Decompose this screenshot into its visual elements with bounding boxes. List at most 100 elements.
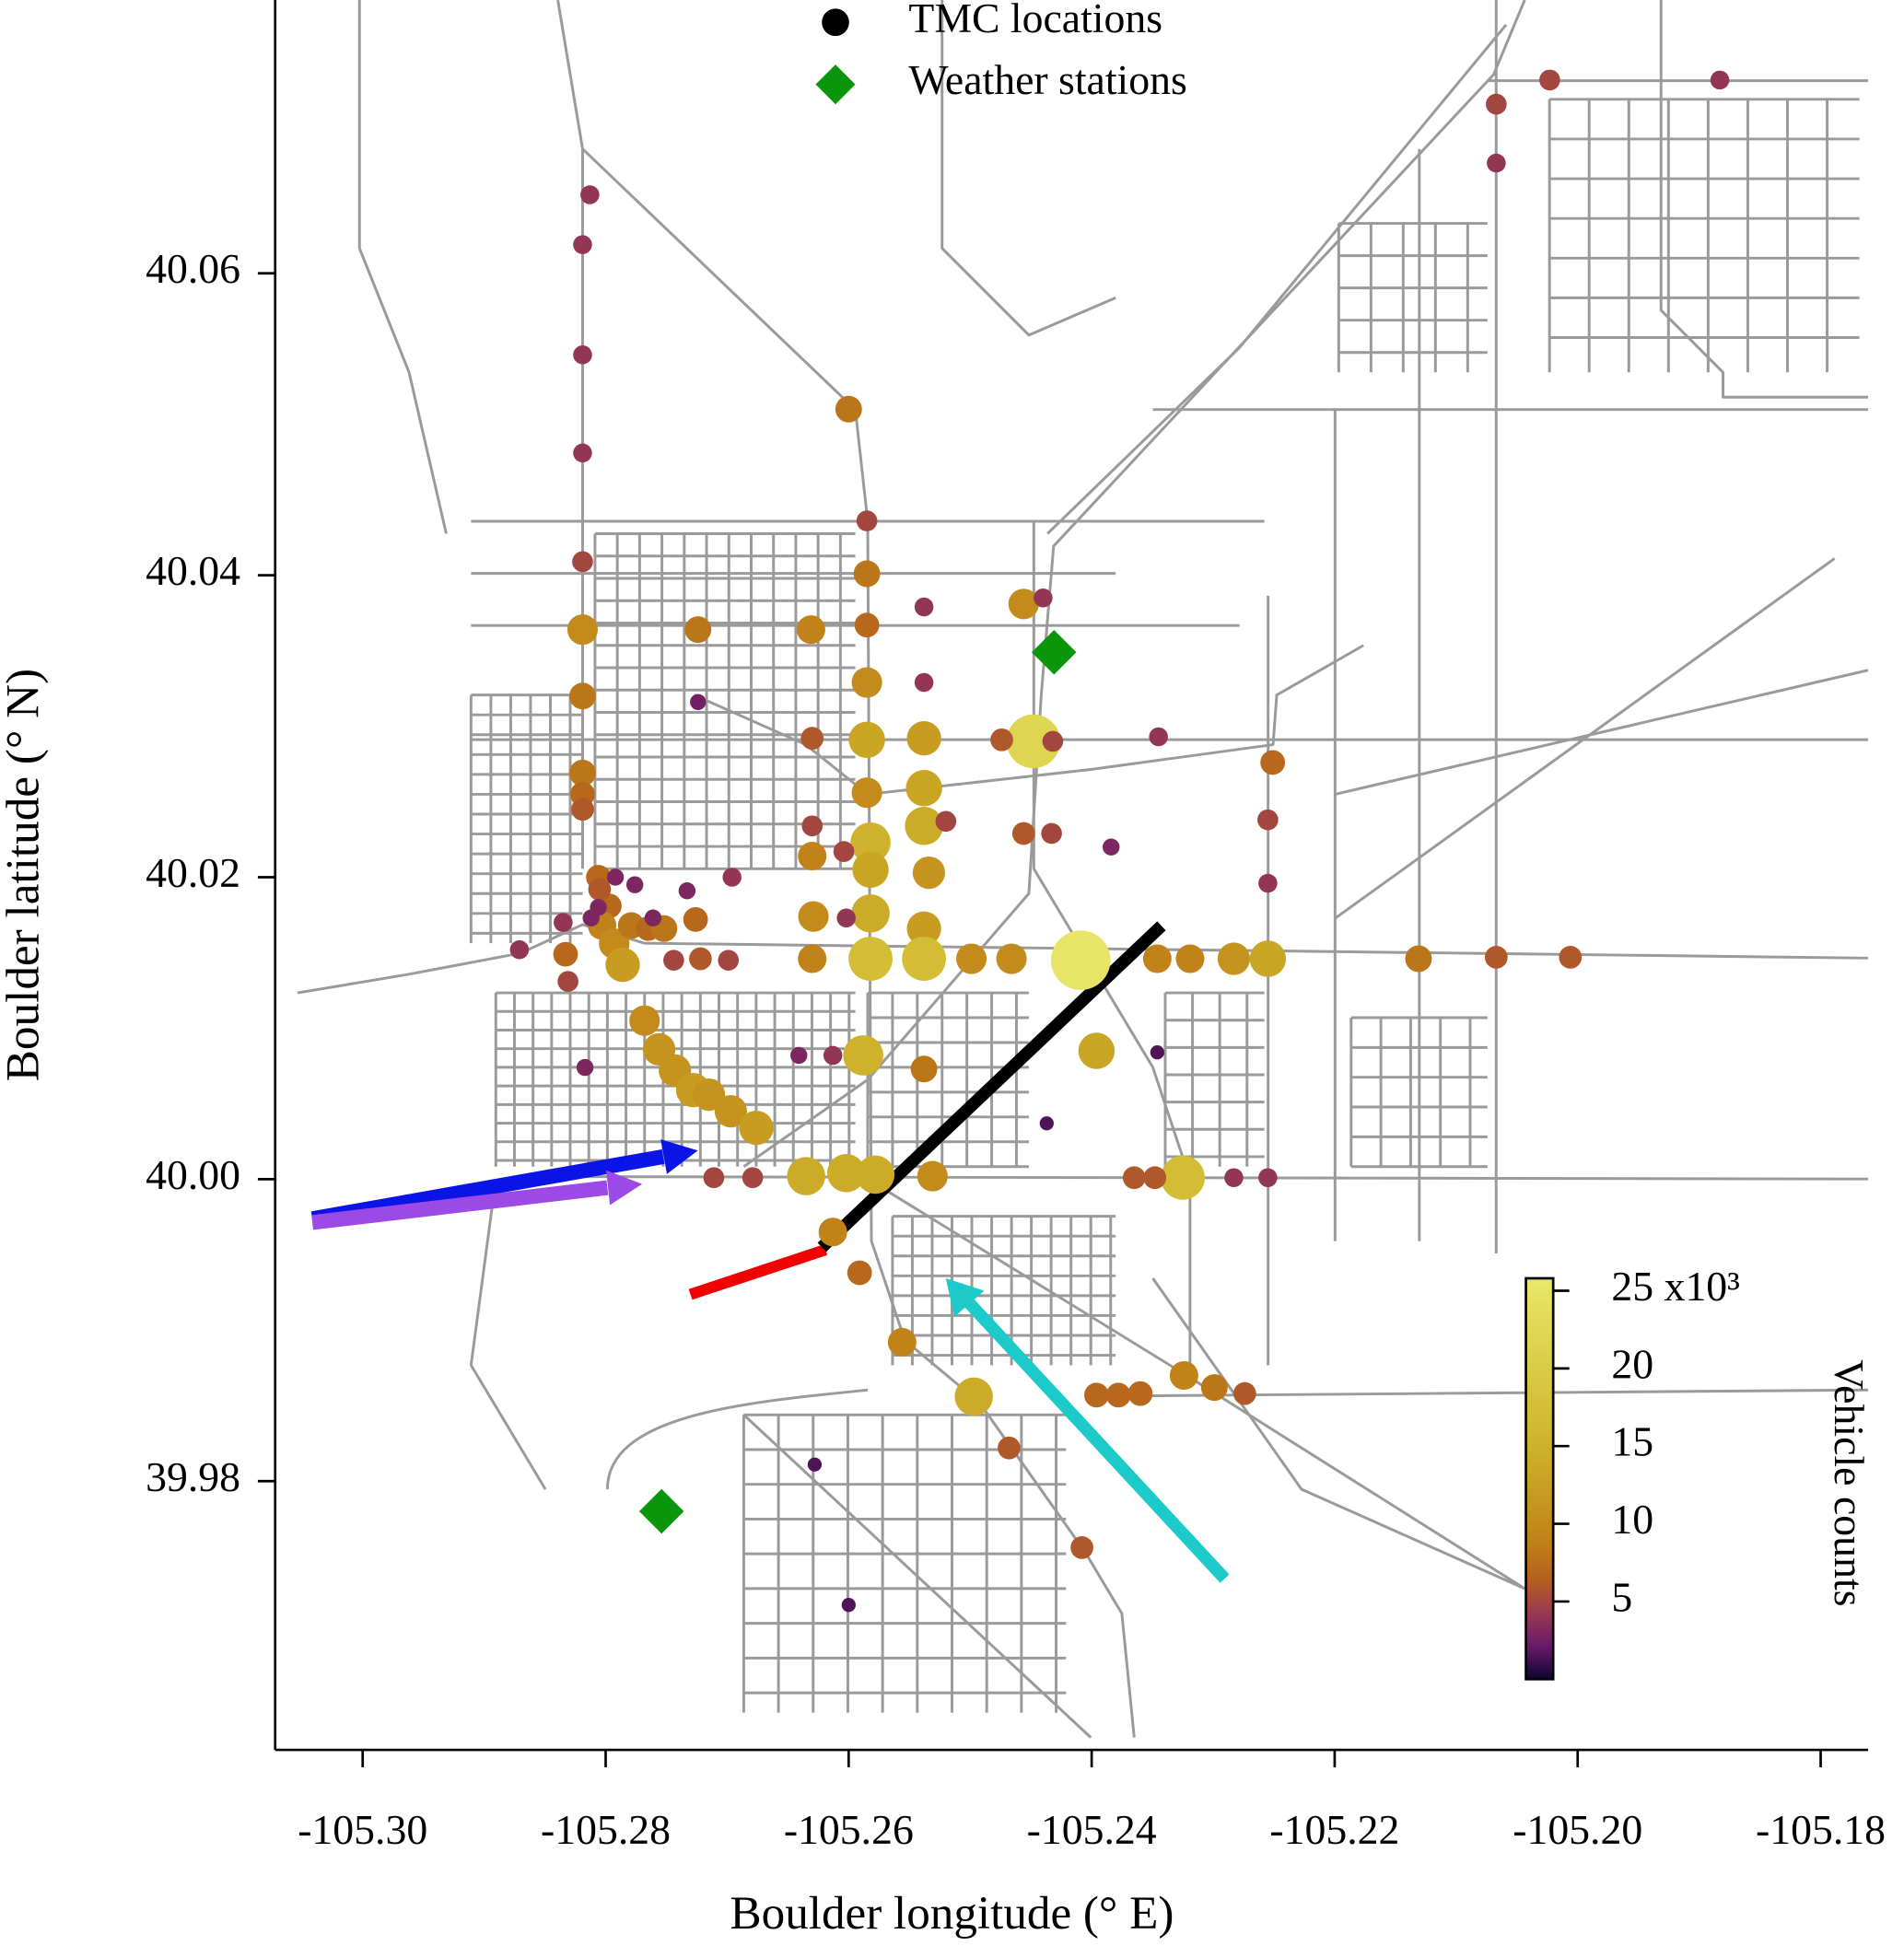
tmc-point xyxy=(798,842,827,871)
tmc-point xyxy=(1257,809,1279,831)
tmc-point xyxy=(787,1157,825,1195)
tmc-point xyxy=(1149,727,1168,747)
tmc-point xyxy=(1224,1168,1244,1188)
arrow-cyan xyxy=(964,1299,1230,1583)
tmc-point xyxy=(800,727,824,751)
annotations xyxy=(310,921,1230,1583)
tmc-point xyxy=(1006,714,1060,769)
tmc-point xyxy=(935,810,957,833)
tmc-point xyxy=(1122,1166,1146,1190)
tmc-point xyxy=(906,911,941,946)
tmc-point xyxy=(843,1035,883,1076)
tmc-point xyxy=(836,908,856,928)
tmc-point xyxy=(1150,1045,1164,1060)
tmc-point xyxy=(1127,1381,1153,1406)
marks xyxy=(509,69,1730,1613)
tmc-point xyxy=(917,1160,948,1192)
tmc-point xyxy=(580,185,600,204)
tmc-point xyxy=(605,947,640,983)
tmc-point xyxy=(629,1005,660,1036)
tmc-point xyxy=(714,1094,747,1128)
x-tick-label: -105.20 xyxy=(1513,1806,1642,1853)
tmc-point xyxy=(850,822,891,863)
tmc-point xyxy=(1232,1381,1256,1405)
tmc-point xyxy=(796,615,825,645)
tmc-point xyxy=(848,721,885,759)
tmc-point xyxy=(573,443,592,463)
x-tick-label: -105.30 xyxy=(298,1806,427,1853)
tmc-point xyxy=(739,1110,774,1146)
tmc-point xyxy=(644,909,662,926)
tmc-point xyxy=(955,943,987,974)
tmc-point xyxy=(573,344,592,365)
tmc-point xyxy=(998,1436,1021,1460)
tmc-point xyxy=(1078,1032,1116,1069)
tmc-point xyxy=(1011,822,1035,845)
tmc-point xyxy=(1143,1166,1167,1190)
colorbar xyxy=(1524,1276,1555,1681)
legend: TMC locations Weather stations xyxy=(815,0,1187,105)
tmc-point xyxy=(833,841,855,862)
tmc-point xyxy=(690,693,707,711)
arrow-purple xyxy=(311,1180,609,1230)
segment-black xyxy=(817,921,1166,1253)
tmc-point xyxy=(1258,873,1278,893)
tmc-point xyxy=(1539,69,1560,91)
arrowhead-blue xyxy=(660,1139,698,1174)
legend-label: Weather stations xyxy=(908,56,1186,103)
y-tick-label: 40.02 xyxy=(146,849,240,896)
tmc-point xyxy=(1142,944,1172,973)
tmc-point xyxy=(553,941,578,967)
y-tick-label: 40.00 xyxy=(146,1151,240,1198)
tmc-point xyxy=(1175,944,1205,973)
tmc-point xyxy=(835,395,862,423)
tmc-point xyxy=(1258,1168,1278,1188)
y-tick-label: 40.06 xyxy=(146,245,240,292)
tmc-point xyxy=(1710,70,1730,90)
tmc-point xyxy=(684,616,712,644)
y-tick-label: 40.04 xyxy=(146,547,240,594)
tmc-point xyxy=(606,868,625,886)
legend-marker xyxy=(822,8,849,37)
tmc-point xyxy=(569,759,596,787)
tmc-point xyxy=(1105,1382,1131,1408)
tmc-point xyxy=(1050,930,1111,991)
tmc-point xyxy=(1485,946,1508,969)
tmc-point xyxy=(625,876,644,893)
tmc-point xyxy=(1083,1382,1109,1408)
tmc-point xyxy=(906,720,941,756)
road-network xyxy=(297,0,1868,1739)
x-tick-label: -105.26 xyxy=(784,1806,914,1853)
tmc-point xyxy=(848,937,893,981)
tmc-point xyxy=(509,939,530,960)
colorbar-tick-label: 5 xyxy=(1611,1573,1632,1620)
tmc-point xyxy=(905,770,942,807)
tmc-point xyxy=(1169,1360,1198,1391)
x-tick-label: -105.28 xyxy=(541,1806,671,1853)
y-axis-label: Boulder latitude (° N) xyxy=(0,669,49,1081)
tmc-point xyxy=(847,1260,872,1286)
tmc-point xyxy=(856,1155,895,1194)
colorbar-label: Vehicle counts xyxy=(1826,1359,1873,1606)
tmc-point xyxy=(590,899,607,916)
tmc-point xyxy=(818,1218,847,1247)
tmc-point xyxy=(1008,588,1039,620)
tmc-point xyxy=(554,913,573,932)
tmc-point xyxy=(954,1377,993,1416)
tmc-point xyxy=(689,947,712,971)
arrowhead-cyan xyxy=(945,1278,985,1317)
x-axis-label: Boulder longitude (° E) xyxy=(730,1887,1174,1940)
tmc-point xyxy=(851,894,890,933)
tmc-point xyxy=(722,868,742,887)
tmc-point xyxy=(823,1045,843,1066)
tmc-point xyxy=(683,906,708,932)
colorbar-tick-label: 25 x10³ xyxy=(1611,1263,1739,1310)
tmc-point xyxy=(856,510,878,531)
tmc-point xyxy=(1405,945,1432,973)
tmc-point xyxy=(703,1167,725,1189)
tmc-point xyxy=(914,672,934,693)
tmc-point xyxy=(1042,730,1064,752)
colorbar-tick-label: 15 xyxy=(1611,1418,1653,1465)
tmc-point xyxy=(790,1046,808,1065)
